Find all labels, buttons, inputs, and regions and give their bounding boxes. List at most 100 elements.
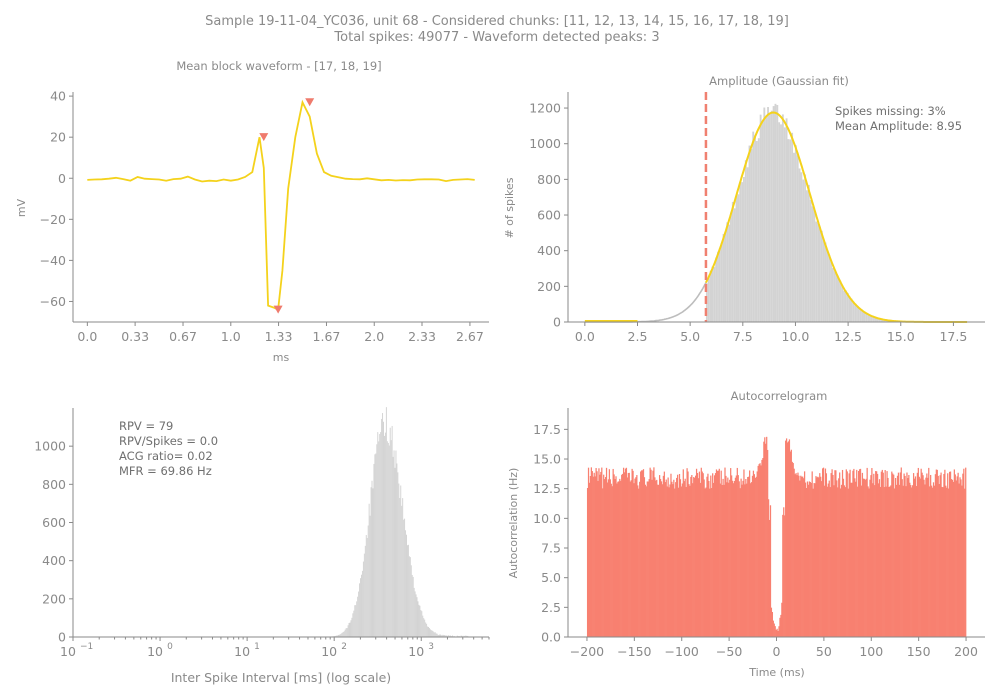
acg-bar xyxy=(827,483,829,637)
isi-bar xyxy=(344,629,346,637)
isi-bar xyxy=(449,635,451,637)
isi-bar xyxy=(398,483,400,637)
isi-annotation-rpv-ratio: RPV/Spikes = 0.0 xyxy=(119,434,218,448)
acg-bar xyxy=(938,483,940,637)
isi-bar xyxy=(431,630,433,637)
acg-bar xyxy=(673,479,675,637)
acg-bar xyxy=(631,468,633,637)
acg-bar xyxy=(888,486,890,637)
acg-bar xyxy=(735,475,737,637)
isi-ytick-label: 400 xyxy=(42,553,66,568)
amplitude-bar xyxy=(824,242,827,322)
acg-bar xyxy=(930,474,932,637)
acg-bar xyxy=(769,505,772,637)
waveform-ytick-label: 0 xyxy=(58,171,66,186)
acg-bar xyxy=(658,475,661,637)
amplitude-bar xyxy=(804,174,807,322)
isi-bar xyxy=(350,620,352,637)
acg-bar xyxy=(793,468,795,637)
acg-bar xyxy=(728,482,730,637)
amplitude-bar xyxy=(807,184,810,322)
acg-ytick-label: 0.0 xyxy=(541,630,561,645)
isi-bar xyxy=(359,583,361,637)
acg-panel: Autocorrelogram Time (ms) Autocorrelatio… xyxy=(507,389,985,679)
acg-bar xyxy=(930,485,933,637)
acg-bar xyxy=(918,476,920,637)
acg-bar xyxy=(913,478,916,637)
isi-bar xyxy=(447,635,449,637)
acg-bar xyxy=(656,479,658,637)
acg-bar xyxy=(689,485,691,637)
acg-bar xyxy=(857,486,859,637)
acg-bar xyxy=(874,485,876,637)
acg-bar xyxy=(589,476,592,637)
acg-bar xyxy=(767,449,769,637)
amplitude-annotation-mean: Mean Amplitude: 8.95 xyxy=(835,119,962,133)
isi-annotation-acg-ratio: ACG ratio= 0.02 xyxy=(119,449,213,463)
waveform-ytick-label: −40 xyxy=(40,253,66,268)
isi-bar xyxy=(369,515,371,637)
acg-bar xyxy=(731,475,733,637)
acg-title: Autocorrelogram xyxy=(731,389,828,403)
acg-bar xyxy=(903,473,905,637)
acg-bar xyxy=(807,484,810,637)
amplitude-bar xyxy=(863,311,866,322)
acg-bar xyxy=(794,474,796,637)
isi-xtick-exponent: 2 xyxy=(341,642,347,652)
acg-xlabel: Time (ms) xyxy=(748,666,804,679)
acg-bar xyxy=(737,475,739,637)
amplitude-bar xyxy=(722,233,725,322)
acg-bar xyxy=(646,481,648,637)
acg-bar xyxy=(712,473,714,637)
acg-bar xyxy=(671,481,673,637)
amplitude-bar xyxy=(763,107,766,323)
amplitude-bar xyxy=(793,152,795,322)
acg-bar xyxy=(767,499,770,637)
amplitude-bar xyxy=(744,160,747,322)
acg-bar xyxy=(696,473,699,637)
acg-bar xyxy=(790,449,792,637)
acg-bar xyxy=(652,470,654,637)
acg-bar xyxy=(915,486,918,637)
acg-bar xyxy=(795,473,797,637)
isi-xtick-exponent: 3 xyxy=(428,642,434,652)
waveform-line xyxy=(87,99,475,312)
acg-bar xyxy=(876,471,878,637)
acg-bar xyxy=(800,475,802,637)
amplitude-xtick-label: 12.5 xyxy=(834,329,862,344)
acg-bar xyxy=(621,474,623,637)
acg-ytick-label: 7.5 xyxy=(541,541,561,556)
amplitude-bar xyxy=(817,223,820,322)
isi-bar xyxy=(348,623,350,637)
acg-bar xyxy=(791,461,793,637)
amplitude-bar xyxy=(833,271,836,322)
isi-bar xyxy=(395,450,397,637)
acg-bar xyxy=(727,477,729,637)
acg-bar xyxy=(709,488,711,637)
acg-bar xyxy=(809,481,811,637)
acg-bar xyxy=(720,470,722,637)
acg-bar xyxy=(868,488,870,637)
acg-bar xyxy=(678,473,681,637)
waveform-peak-marker xyxy=(273,305,283,314)
isi-bar xyxy=(409,557,411,637)
acg-bar xyxy=(799,480,801,637)
acg-bar xyxy=(701,471,703,637)
acg-bar xyxy=(934,474,937,637)
isi-bar xyxy=(423,618,425,637)
acg-ytick-label: 15.0 xyxy=(533,452,561,467)
acg-bar xyxy=(724,467,726,637)
isi-xlabel: Inter Spike Interval [ms] (log scale) xyxy=(171,670,391,685)
acg-bar xyxy=(896,475,899,637)
acg-bar xyxy=(884,470,886,637)
acg-bar xyxy=(645,486,647,637)
isi-bar xyxy=(420,610,422,637)
acg-bar xyxy=(699,482,701,637)
isi-bar xyxy=(373,463,375,637)
acg-bar xyxy=(714,473,717,637)
acg-bar xyxy=(775,629,777,637)
acg-bar xyxy=(910,485,912,637)
amplitude-bar xyxy=(780,124,782,322)
acg-bar xyxy=(875,471,877,637)
acg-bar xyxy=(803,471,806,637)
